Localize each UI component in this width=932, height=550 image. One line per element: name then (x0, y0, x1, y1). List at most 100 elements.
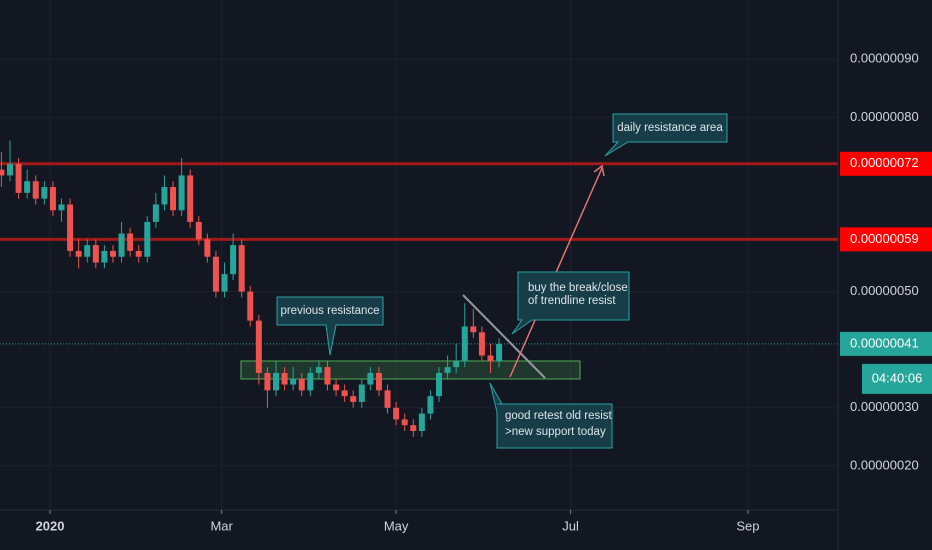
candle-body (393, 407, 400, 420)
candle-body (161, 187, 168, 205)
countdown-label: 04:40:06 (872, 370, 923, 385)
last-price-label: 0.00000041 (850, 335, 919, 350)
candle-body (178, 175, 185, 211)
support-zone (240, 360, 581, 380)
candle-body (24, 181, 31, 193)
price-axis (838, 0, 932, 550)
candle-body (247, 291, 254, 321)
candle-body (281, 372, 288, 385)
y-tick-label: 0.00000020 (850, 457, 919, 472)
candle-body (436, 372, 443, 397)
candle-body (307, 372, 314, 391)
note-text: daily resistance area (617, 122, 723, 134)
level-tag-label: 0.00000059 (850, 231, 919, 246)
grid (0, 0, 838, 510)
candle-body (32, 181, 39, 199)
candle-body (444, 367, 451, 373)
candle-body (333, 384, 340, 391)
candle-body (358, 384, 365, 402)
x-tick-label: 2020 (36, 518, 65, 533)
x-tick-label: Mar (210, 518, 233, 533)
x-tick-label: Jul (562, 518, 579, 533)
last-price-tag (840, 331, 932, 356)
candle-body (49, 187, 56, 211)
note-text: buy the break/close (528, 282, 628, 294)
axis-labels: 0.00000090 0.00000080 0.00000050 0.00000030… (36, 51, 932, 533)
note-box (511, 271, 630, 335)
trendline (462, 294, 546, 379)
candle-body (350, 396, 357, 402)
candle-body (487, 355, 494, 362)
candle-body (453, 361, 460, 368)
candle-body (298, 378, 305, 391)
x-tick-label: Sep (736, 518, 759, 533)
candle-body (41, 187, 48, 199)
note-text: good retest old resist (505, 410, 613, 422)
y-tick-label: 0.00000030 (850, 399, 919, 414)
candle-body (109, 250, 116, 257)
candle-body (461, 326, 468, 362)
candle-body (418, 413, 425, 432)
candle-body (212, 256, 219, 292)
candle-body (67, 204, 74, 251)
note-text: of trendline resist (528, 295, 616, 307)
candle-body (427, 396, 434, 414)
candle-body (204, 239, 211, 257)
candle-body (255, 320, 262, 373)
candles (0, 140, 503, 437)
candle-body (375, 372, 382, 391)
candle-body (410, 425, 417, 432)
candle-body (230, 245, 237, 275)
note-box (489, 382, 613, 449)
candle-body (401, 419, 408, 426)
candle-body (264, 372, 271, 391)
candle-body (144, 221, 151, 257)
note-retest: good retest old resist >new support toda… (489, 382, 613, 449)
y-tick-label: 0.00000050 (850, 283, 919, 298)
note-text: >new support today (505, 426, 606, 438)
level-tag (840, 151, 932, 176)
y-tick-label: 0.00000090 (850, 51, 919, 66)
candle-body (118, 233, 125, 257)
candle-body (0, 169, 5, 176)
candle-body (324, 367, 331, 385)
level-tag-label: 0.00000072 (850, 155, 919, 170)
note-box (604, 113, 728, 157)
candle-body (84, 245, 91, 257)
candle-body (7, 163, 14, 176)
candle-body (478, 332, 485, 356)
countdown-tag (862, 363, 932, 394)
candle-body (152, 204, 159, 222)
candle-body (384, 390, 391, 408)
candle-body (470, 326, 477, 333)
candle-body (496, 343, 503, 362)
candle-body (238, 245, 245, 292)
note-box (276, 296, 384, 356)
candle-body (75, 250, 82, 257)
candle-body (92, 245, 99, 263)
note-previous: previous resistance (276, 296, 384, 356)
candle-body (272, 372, 279, 391)
candle-body (195, 221, 202, 240)
candle-body (315, 367, 322, 373)
candle-body (367, 372, 374, 385)
candle-body (15, 163, 22, 193)
x-tick-label: May (384, 518, 409, 533)
levels (0, 162, 838, 345)
candle-body (341, 390, 348, 397)
candle-body (290, 378, 297, 385)
arrow-head (593, 164, 605, 177)
candle-body (221, 274, 228, 292)
y-tick-label: 0.00000080 (850, 109, 919, 124)
candle-body (127, 233, 134, 251)
candle-body (187, 175, 194, 222)
level-tag (840, 227, 932, 252)
candle-body (58, 204, 65, 211)
note-text: previous resistance (280, 305, 379, 317)
candle-body (135, 250, 142, 257)
note-daily: daily resistance area (604, 113, 728, 157)
note-buy: buy the break/close of trendline resist (511, 271, 630, 335)
candle-body (101, 250, 108, 263)
